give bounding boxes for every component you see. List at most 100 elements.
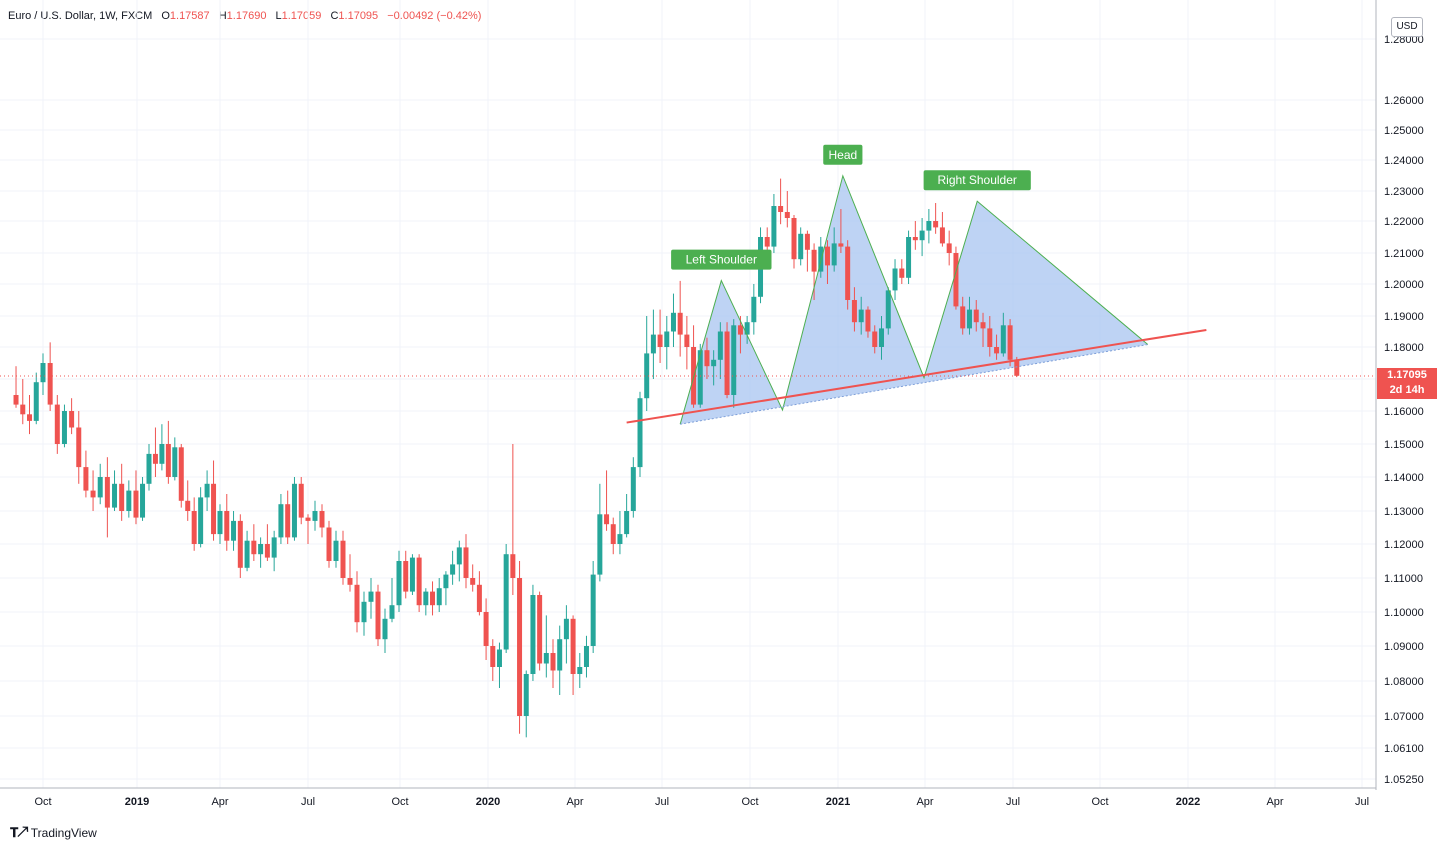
candle-body bbox=[416, 557, 422, 606]
candle-body bbox=[617, 534, 623, 544]
grid-lines bbox=[0, 0, 1376, 788]
candle-body bbox=[217, 511, 223, 535]
pattern-label-left-shoulder: Left Shoulder bbox=[671, 249, 772, 270]
price-tick-label: 1.13000 bbox=[1384, 506, 1424, 518]
candle-body bbox=[798, 233, 804, 260]
candle-body bbox=[926, 221, 932, 231]
candle-body bbox=[872, 331, 878, 347]
candle-body bbox=[838, 243, 844, 247]
candle-body bbox=[20, 404, 26, 415]
candle-body bbox=[577, 667, 583, 674]
candle-body bbox=[271, 537, 277, 558]
pattern-label-text: Right Shoulder bbox=[938, 173, 1017, 187]
currency-button[interactable]: USD bbox=[1391, 17, 1423, 37]
candle-body bbox=[744, 322, 750, 335]
candle-body bbox=[40, 363, 46, 383]
candle-body bbox=[919, 230, 925, 241]
candle-body bbox=[354, 584, 360, 623]
candle-body bbox=[717, 331, 723, 360]
candle-body bbox=[126, 490, 132, 511]
candle-body bbox=[198, 497, 204, 544]
pattern-label-text: Head bbox=[828, 148, 857, 162]
candle-body bbox=[517, 578, 523, 716]
candle-body bbox=[211, 483, 217, 535]
time-tick-label: Apr bbox=[211, 796, 228, 808]
close-value: 1.17095 bbox=[338, 10, 379, 22]
price-tick-label: 1.22000 bbox=[1384, 216, 1424, 228]
price-tick-label: 1.15000 bbox=[1384, 439, 1424, 451]
candle-body bbox=[312, 511, 318, 521]
candle-body bbox=[704, 350, 710, 367]
time-tick-label: Apr bbox=[916, 796, 933, 808]
candle-body bbox=[563, 618, 569, 640]
candle-body bbox=[54, 404, 60, 444]
candle-body bbox=[305, 517, 311, 521]
candle-body bbox=[165, 444, 171, 477]
candle-body bbox=[791, 218, 797, 260]
price-tick-label: 1.10000 bbox=[1384, 607, 1424, 619]
candle-body bbox=[845, 246, 851, 300]
candle-body bbox=[326, 527, 332, 561]
pattern-label-box bbox=[823, 144, 863, 165]
time-tick-label: Jul bbox=[1006, 796, 1020, 808]
candle-body bbox=[61, 411, 67, 444]
price-tick-label: 1.06100 bbox=[1384, 743, 1424, 755]
candle-body bbox=[291, 483, 297, 538]
candle-body bbox=[851, 300, 857, 323]
high-value: 1.17690 bbox=[226, 10, 267, 22]
open-label: O bbox=[161, 10, 170, 22]
candle-body bbox=[436, 588, 442, 606]
price-tick-label: 1.09000 bbox=[1384, 641, 1424, 653]
candle-body bbox=[244, 540, 250, 568]
candle-body bbox=[476, 584, 482, 612]
candle-body bbox=[933, 221, 939, 228]
candle-body bbox=[946, 243, 952, 253]
candle-body bbox=[670, 312, 676, 332]
high-label: H bbox=[218, 10, 227, 22]
candle-body bbox=[375, 591, 381, 640]
tradingview-logo[interactable]: 𝐓↗ TradingView bbox=[10, 825, 97, 841]
price-tick-label: 1.16000 bbox=[1384, 406, 1424, 418]
candle-body bbox=[463, 547, 469, 578]
candle-body bbox=[818, 246, 824, 272]
time-tick-label: Jul bbox=[301, 796, 315, 808]
price-tick-label: 1.11000 bbox=[1384, 573, 1423, 585]
time-tick-label: Oct bbox=[34, 796, 51, 808]
candle-body bbox=[966, 309, 972, 329]
price-tick-label: 1.26000 bbox=[1384, 95, 1424, 107]
candle-body bbox=[650, 334, 656, 354]
candle-body bbox=[389, 605, 395, 619]
candle-body bbox=[178, 447, 184, 501]
candle-body bbox=[76, 427, 82, 468]
candle-body bbox=[450, 564, 456, 575]
price-tick-label: 1.18000 bbox=[1384, 342, 1424, 354]
head-shoulders-outline bbox=[679, 174, 1149, 425]
candle-body bbox=[624, 511, 630, 535]
candle-body bbox=[224, 511, 230, 541]
candle-body bbox=[804, 233, 810, 250]
time-tick-label: Jul bbox=[655, 796, 669, 808]
candle-body bbox=[630, 467, 636, 511]
candle-body bbox=[382, 618, 388, 640]
candle-body bbox=[811, 249, 817, 272]
candle-body bbox=[340, 540, 346, 578]
time-tick-label: Apr bbox=[566, 796, 583, 808]
candle-body bbox=[237, 520, 243, 568]
time-axis: Oct 2019 Apr Jul Oct 2020 Apr Jul Oct 2021 Apr Jul O… bbox=[34, 796, 1369, 808]
candle-body bbox=[684, 334, 690, 347]
close-label: C bbox=[330, 10, 339, 22]
candle-body bbox=[711, 359, 717, 367]
candle-body bbox=[83, 467, 89, 491]
candle-body bbox=[543, 653, 549, 664]
candle-body bbox=[140, 483, 146, 518]
time-tick-label: Oct bbox=[391, 796, 408, 808]
candle-body bbox=[396, 561, 402, 606]
price-tick-label: 1.23000 bbox=[1384, 186, 1424, 198]
candle-body bbox=[644, 353, 650, 399]
price-tick-label: 1.08000 bbox=[1384, 676, 1424, 688]
time-tick-label: 2019 bbox=[125, 796, 149, 808]
pattern-label-right-shoulder: Right Shoulder bbox=[923, 170, 1031, 191]
pattern-label-box bbox=[671, 249, 772, 270]
candle-body bbox=[423, 591, 429, 606]
